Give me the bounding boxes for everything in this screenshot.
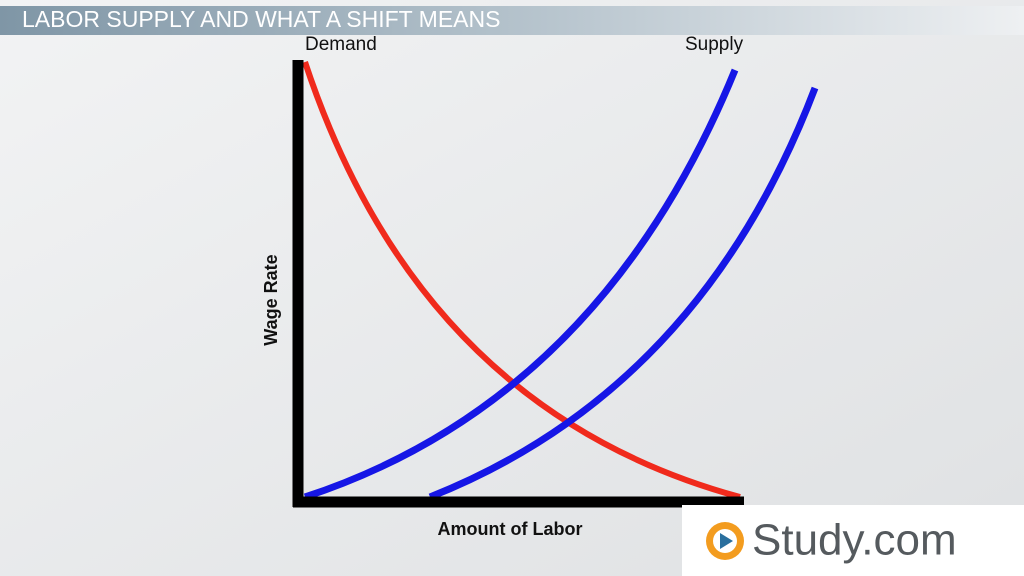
slide-title: LABOR SUPPLY AND WHAT A SHIFT MEANS <box>22 6 500 32</box>
demand-curve <box>302 61 741 500</box>
supply-curve-shifted <box>428 86 819 501</box>
supply-label: Supply <box>685 34 744 55</box>
y-axis-label: Wage Rate <box>261 254 281 345</box>
x-axis-label: Amount of Labor <box>438 519 583 539</box>
title-bar <box>0 6 1024 35</box>
logo-text: Study.com <box>752 516 957 565</box>
logo-play <box>720 533 733 549</box>
supply-curve <box>303 68 739 501</box>
demand-label: Demand <box>305 34 377 55</box>
